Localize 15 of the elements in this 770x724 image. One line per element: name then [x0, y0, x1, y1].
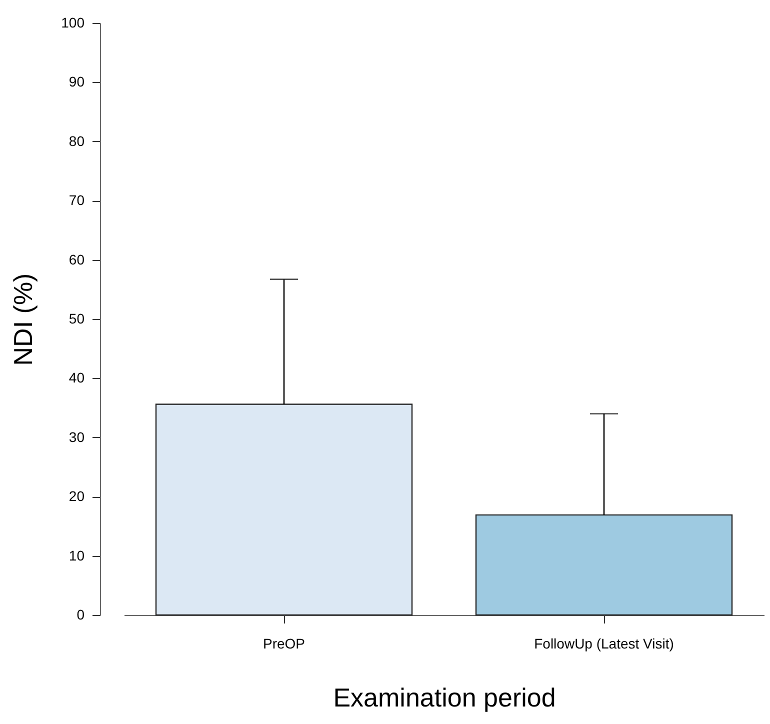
y-tick-label: 50 [68, 310, 85, 326]
y-tick-label: 0 [76, 606, 85, 622]
y-tick-label: 30 [68, 428, 85, 445]
y-tick-label: 20 [68, 488, 85, 504]
y-tick-label: 90 [68, 74, 85, 90]
y-axis-title: NDI (%) [8, 273, 38, 366]
y-tick-label: 40 [68, 370, 85, 386]
y-tick-label: 100 [61, 14, 85, 30]
x-tick-label: PreOP [262, 636, 306, 652]
y-tick-label: 10 [68, 547, 85, 564]
y-tick-label: 60 [68, 251, 85, 268]
x-tick-label: FollowUp (Latest Visit) [534, 636, 674, 652]
y-tick-label: 70 [68, 192, 85, 208]
x-axis-title: Examination period [333, 682, 556, 712]
y-tick-label: 80 [68, 132, 85, 149]
